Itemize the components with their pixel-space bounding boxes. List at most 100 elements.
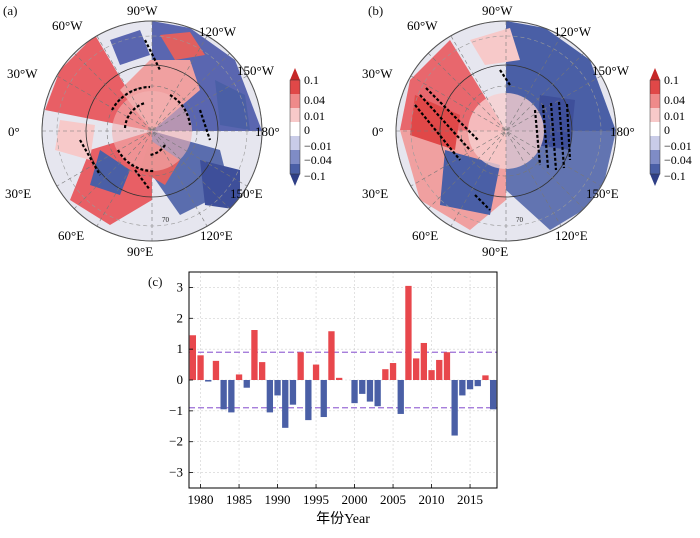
cbar-a-label: −0.04 [304, 153, 332, 167]
x-tick-label: 1990 [265, 492, 291, 507]
lon-label-90e: 90°E [127, 244, 153, 259]
bar [466, 380, 474, 390]
bar [243, 380, 250, 388]
lon-label-120e: 120°E [200, 228, 233, 243]
bar [389, 363, 397, 380]
bar [228, 380, 235, 413]
y-tick-label: 1 [177, 341, 184, 356]
x-tick-label: 2005 [380, 492, 406, 507]
polar-map-b: 70 90°W 120°W 60°W 150°W 30°W 0° 180° 30… [362, 3, 692, 259]
lon-label-180: 180° [610, 124, 635, 139]
bar [335, 377, 343, 380]
colorbar-a: 0.1 0.04 0.01 0 −0.01 −0.04 −0.1 [289, 68, 332, 186]
panel-b-label: (b) [368, 3, 384, 18]
lon-label-60w: 60°W [407, 18, 438, 33]
cbar-b-label: 0 [664, 123, 670, 137]
x-tick-label: 2010 [419, 492, 445, 507]
bar [489, 380, 497, 410]
lon-label-0: 0° [8, 124, 20, 139]
bar [328, 331, 335, 380]
lon-label-30w: 30°W [7, 66, 38, 81]
lon-label-30e: 30°E [362, 186, 388, 201]
cbar-a-label: 0.04 [304, 93, 325, 107]
x-tick-label: 2015 [457, 492, 483, 507]
x-tick-label: 1985 [226, 492, 252, 507]
bar [366, 380, 374, 402]
bar [474, 380, 481, 387]
lon-label-120w: 120°W [199, 24, 237, 39]
lon-label-60w: 60°W [52, 18, 83, 33]
cbar-b-label: 0.04 [664, 93, 685, 107]
lon-label-150w: 150°W [237, 63, 275, 78]
cbar-b-label: 0.01 [664, 109, 685, 123]
lat-label-b: 70 [516, 216, 524, 224]
lon-label-30e: 30°E [5, 186, 31, 201]
bar [220, 380, 227, 410]
lon-label-30w: 30°W [362, 66, 393, 81]
bar [359, 380, 366, 394]
lon-label-180: 180° [255, 124, 280, 139]
cbar-a-label: 0 [304, 123, 310, 137]
bar [197, 355, 204, 380]
bar [305, 380, 312, 421]
bar [189, 335, 197, 380]
bar [266, 380, 274, 413]
lon-label-150w: 150°W [592, 63, 630, 78]
cbar-b-label: −0.1 [664, 169, 686, 183]
bar [436, 359, 443, 380]
bar [320, 380, 327, 418]
bar [459, 380, 466, 396]
y-tick-label: 0 [177, 372, 184, 387]
lon-label-60e: 60°E [58, 228, 84, 243]
bar [382, 369, 389, 380]
bar [274, 380, 281, 396]
cbar-a-label: −0.01 [304, 139, 332, 153]
bar-chart-c: 1980 1985 1990 1995 2000 2005 2010 2015 3 2 1 0 −1 −2… [169, 271, 498, 527]
lon-label-120e: 120°E [555, 228, 588, 243]
y-tick-label: −1 [169, 403, 183, 418]
bar [297, 352, 304, 380]
bar [420, 342, 428, 380]
lon-label-0: 0° [372, 124, 384, 139]
x-axis-label: 年份Year [316, 511, 370, 527]
x-tick-label: 1995 [303, 492, 329, 507]
bar [482, 375, 489, 380]
bar [397, 380, 404, 414]
lon-label-120w: 120°W [554, 24, 592, 39]
cbar-b-label: −0.04 [664, 153, 692, 167]
cbar-b-label: 0.1 [664, 73, 679, 87]
lat-label-a: 70 [162, 216, 170, 224]
bar [351, 380, 358, 404]
bar [258, 362, 266, 380]
bar [412, 358, 420, 380]
lon-label-60e: 60°E [412, 228, 438, 243]
y-tick-label: −2 [169, 434, 183, 449]
colorbar-b: 0.1 0.04 0.01 0 −0.01 −0.04 −0.1 [649, 68, 692, 186]
cbar-a-label: 0.1 [304, 73, 319, 87]
bar [428, 370, 435, 380]
panel-c-label: (c) [148, 274, 163, 289]
x-tick-label: 1980 [188, 492, 214, 507]
y-tick-label: −3 [169, 465, 183, 480]
bar [312, 364, 320, 380]
bar [289, 380, 297, 405]
y-tick-label: 3 [177, 279, 184, 294]
lon-label-90e: 90°E [482, 244, 508, 259]
y-tick-label: 2 [177, 310, 184, 325]
cbar-a-label: −0.1 [304, 169, 326, 183]
polar-map-a: 70 90°W 120°W 60°W 150°W 30°W 0° 180° 30… [5, 3, 332, 259]
x-tick-label: 2000 [342, 492, 368, 507]
bar [251, 330, 258, 380]
lon-label-150e: 150°E [586, 186, 619, 201]
bar [374, 380, 381, 407]
bar [212, 360, 220, 380]
bar [451, 380, 458, 436]
lon-label-150e: 150°E [230, 186, 263, 201]
cbar-a-label: 0.01 [304, 109, 325, 123]
panel-a-label: (a) [3, 3, 18, 18]
bar [405, 285, 412, 380]
bar [282, 380, 289, 428]
lon-label-90w: 90°W [127, 3, 158, 18]
cbar-b-label: −0.01 [664, 139, 692, 153]
lon-label-90w: 90°W [482, 3, 513, 18]
